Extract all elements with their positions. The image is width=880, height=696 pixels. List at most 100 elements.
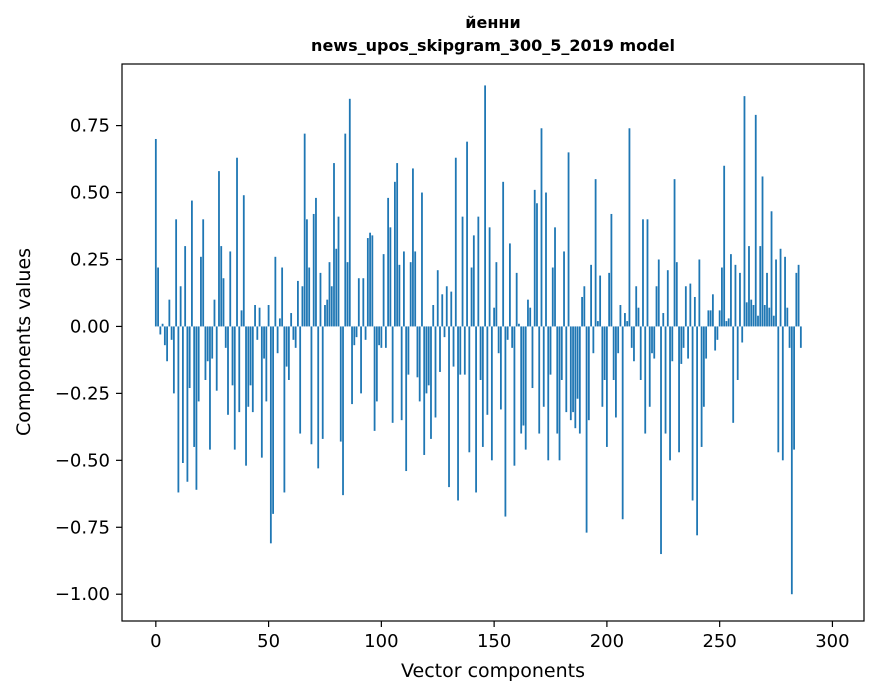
bar-65 [301,286,304,327]
bar-260 [741,326,744,343]
bar-23 [206,326,209,362]
bar-240 [696,326,698,536]
bar-89 [355,326,358,338]
bar-137 [463,326,466,375]
bar-198 [601,326,604,407]
bar-149 [490,326,493,461]
bar-238 [691,326,694,501]
bar-163 [522,326,525,426]
bar-76 [326,299,329,327]
bar-219 [648,326,651,407]
bar-15 [188,326,191,389]
bar-152 [497,326,500,354]
bar-46 [258,307,261,327]
bar-270 [763,305,766,327]
bar-52 [272,326,274,514]
bar-3 [161,323,164,327]
bar-242 [700,326,703,447]
bar-276 [777,326,780,453]
bar-86 [348,98,351,327]
bar-243 [702,326,705,407]
x-tick-label-4: 200 [590,631,624,652]
bar-64 [299,326,302,434]
bar-141 [472,235,475,327]
bar-47 [260,326,263,458]
bar-9 [175,219,178,327]
x-tick-label-6: 300 [815,631,849,652]
bar-7 [170,326,173,340]
y-tick-label-3: −0.25 [55,383,110,404]
bar-11 [179,286,182,327]
bar-35 [233,326,236,450]
bar-247 [711,294,714,327]
x-tick-label-3: 150 [477,631,511,652]
y-axis-ticks: −1.00 −0.75 −0.50 −0.25 0.00 0.25 0.50 0.75 [55,116,122,605]
bar-1 [157,267,159,327]
bar-124 [434,326,437,418]
bar-281 [788,326,791,348]
bar-261 [743,96,746,327]
bar-57 [283,326,286,493]
bar-272 [768,307,771,327]
bar-257 [734,264,737,327]
chart-title-line1: йенни [465,13,520,32]
bar-107 [396,163,399,327]
bar-120 [425,326,428,394]
bar-13 [184,246,187,327]
bar-101 [382,254,385,327]
bar-182 [565,326,568,413]
bar-207 [621,326,624,520]
bar-267 [757,315,759,327]
bar-271 [766,272,768,327]
bar-234 [682,326,685,348]
bar-142 [475,326,477,493]
bar-2 [159,326,162,335]
bar-51 [269,326,272,544]
x-tick-label-1: 50 [257,631,280,652]
bar-191 [585,326,588,533]
bar-131 [450,291,453,327]
bar-222 [655,286,658,327]
bar-244 [705,326,708,359]
bar-39 [242,195,245,327]
bar-162 [520,326,523,434]
bar-83 [342,326,344,496]
bar-136 [461,216,464,327]
bar-139 [468,326,471,453]
bar-174 [547,326,550,461]
bar-43 [251,326,254,413]
y-tick-label-1: −0.75 [55,517,110,538]
bar-30 [222,278,225,327]
bar-231 [675,262,678,327]
bar-37 [238,326,241,413]
bar-208 [624,313,626,327]
bar-20 [200,256,202,327]
bar-226 [664,326,667,434]
bar-160 [515,272,518,327]
plot-frame [121,63,865,622]
bar-275 [775,259,777,327]
bar-190 [583,286,586,327]
x-tick-label-0: 0 [150,631,161,652]
bar-119 [423,326,426,455]
bar-113 [409,262,412,327]
bar-264 [750,299,753,327]
bar-58 [285,326,288,367]
bar-215 [639,326,642,380]
bar-255 [730,254,732,327]
bar-28 [218,171,220,327]
bar-73 [319,272,322,327]
bar-150 [493,307,496,327]
bar-40 [245,326,247,466]
bar-236 [687,326,689,359]
bar-93 [364,326,367,340]
x-tick-label-2: 100 [364,631,398,652]
bar-283 [793,326,795,450]
bar-85 [346,262,349,327]
bar-42 [249,326,252,386]
bar-0 [154,138,157,327]
y-tick-label-2: −0.50 [55,450,110,471]
bar-94 [366,238,369,327]
bar-233 [680,326,683,364]
